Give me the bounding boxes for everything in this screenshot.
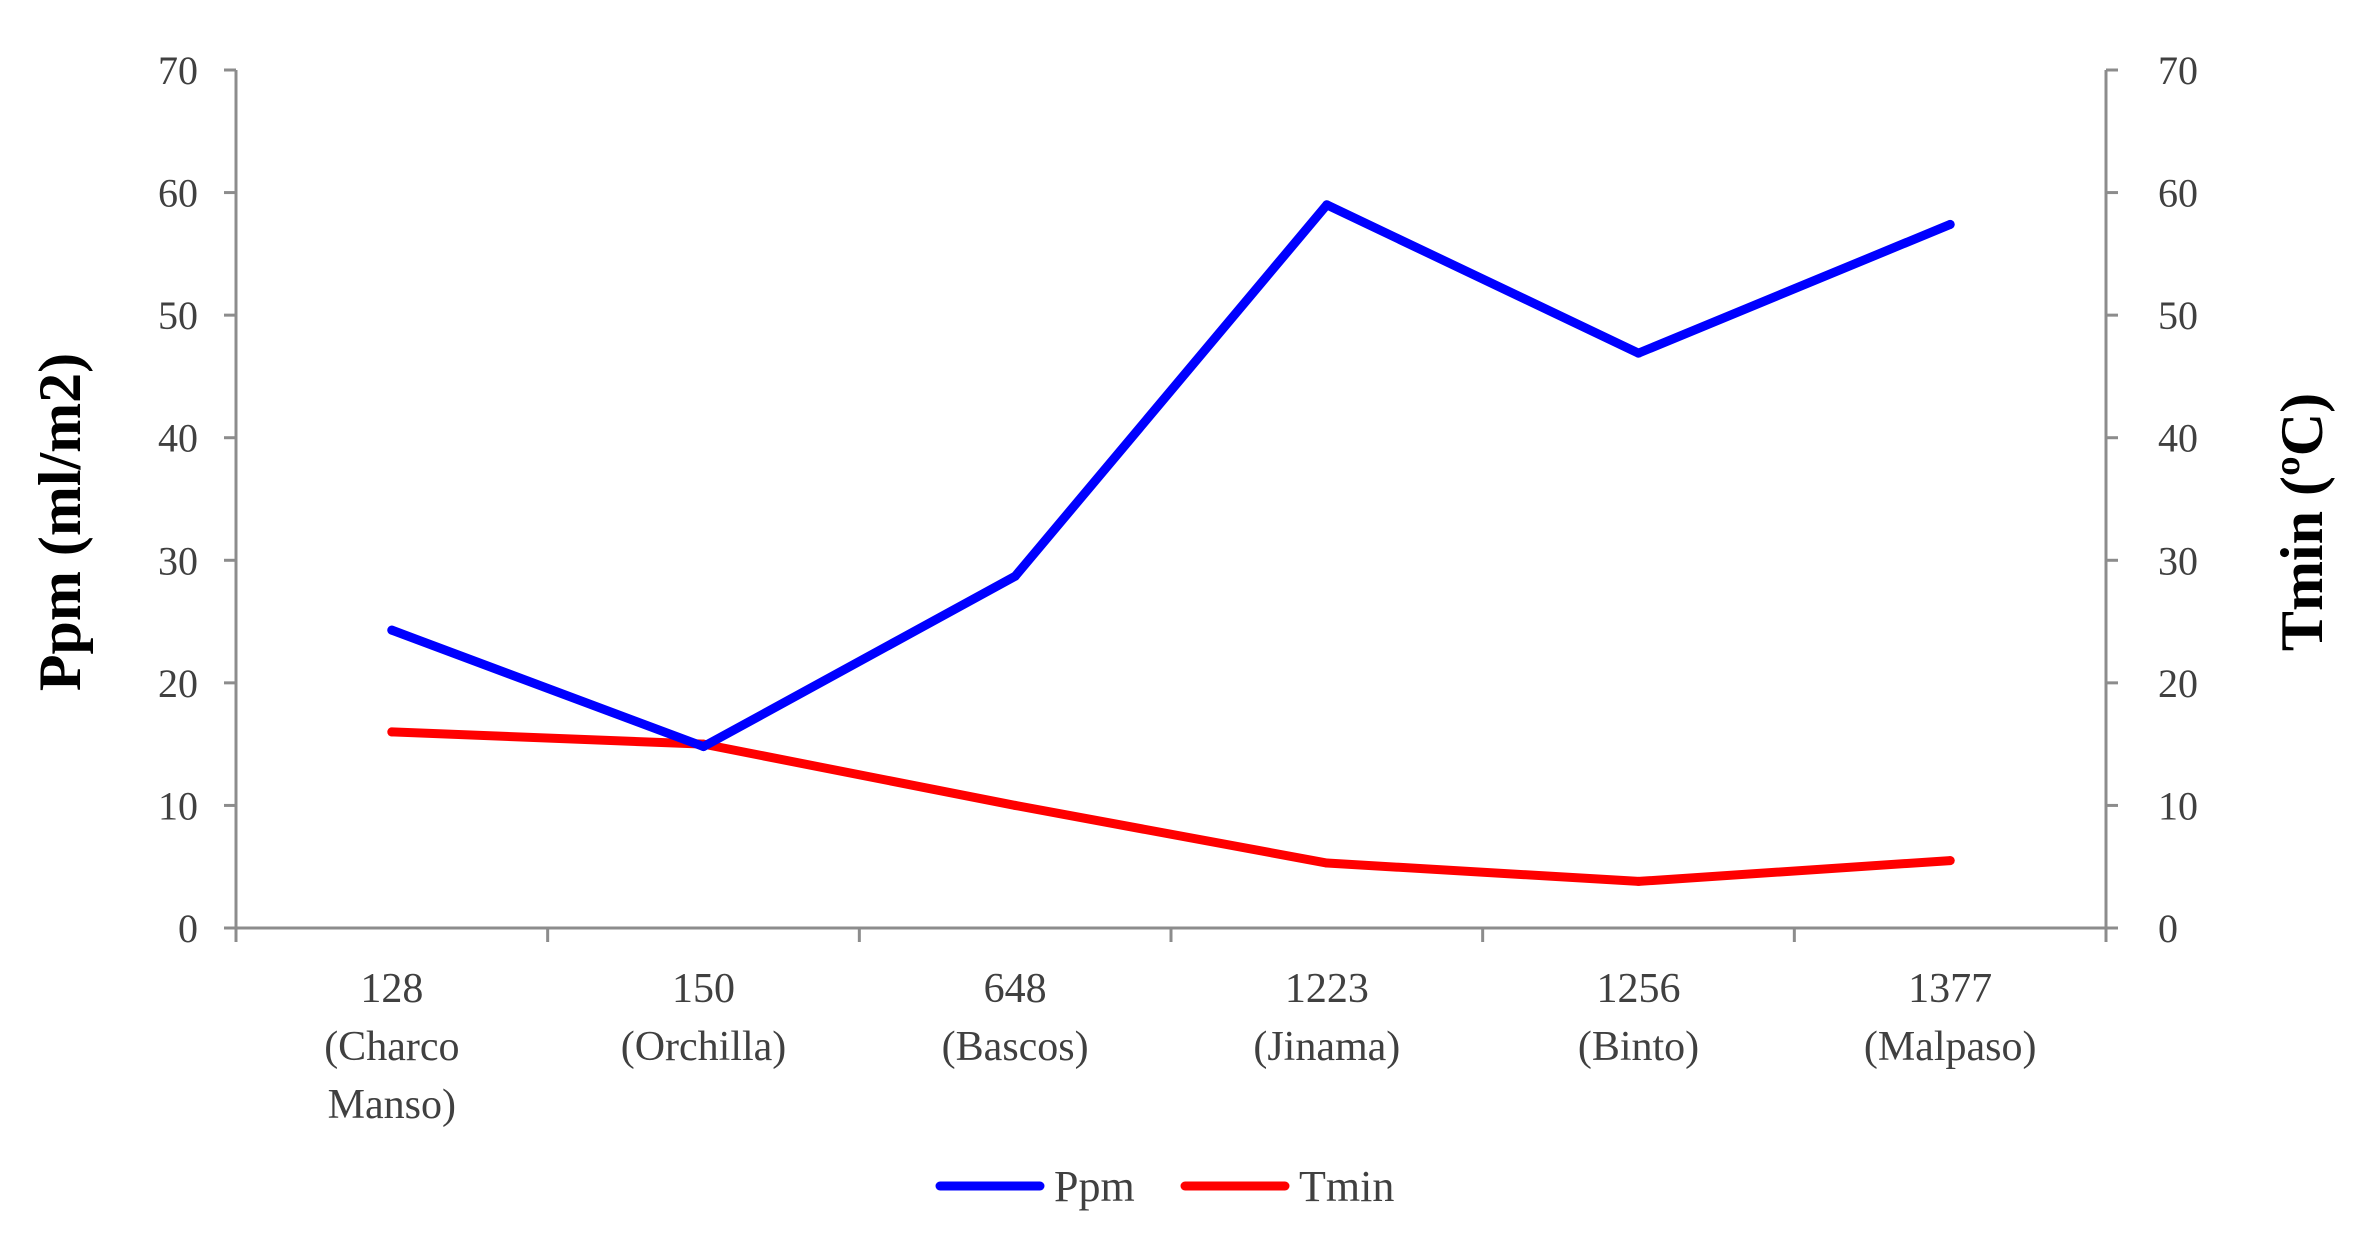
right-tick-label: 50 — [2158, 293, 2198, 338]
left-tick-label: 0 — [178, 906, 198, 951]
data-point-ppm — [699, 742, 708, 752]
series-line-ppm — [387, 200, 1955, 752]
right-tick-label: 70 — [2158, 48, 2198, 93]
legend: Ppm Tmin — [935, 1162, 1394, 1211]
series-lines — [387, 200, 1955, 886]
data-point-tmin — [1322, 858, 1332, 868]
left-tick-label: 60 — [158, 171, 198, 216]
right-tick-label: 10 — [2158, 783, 2198, 828]
right-tick-label: 60 — [2158, 171, 2198, 216]
right-tick-label: 20 — [2158, 661, 2198, 706]
data-point-ppm — [387, 625, 397, 635]
x-category-label: 1256 (Binto) — [1578, 966, 1699, 1070]
data-point-tmin — [1634, 876, 1643, 886]
data-point-tmin — [387, 727, 397, 737]
x-category-label: 648 (Bascos) — [942, 966, 1089, 1070]
x-category-label: 128 (Charco Manso) — [324, 966, 459, 1128]
left-tick-label: 10 — [158, 783, 198, 828]
data-point-ppm — [1945, 219, 1955, 229]
data-point-tmin — [1945, 856, 1955, 866]
x-axis: 128 (Charco Manso) 150 (Orchilla) 648 (Bascos)… — [234, 926, 2108, 1128]
right-axis-title: Tmin (ºC) — [2269, 393, 2335, 651]
left-tick-label: 20 — [158, 661, 198, 706]
left-tick-label: 50 — [158, 293, 198, 338]
left-tick-label: 70 — [158, 48, 198, 93]
data-point-ppm — [1634, 348, 1643, 358]
legend-label-ppm: Ppm — [1054, 1162, 1135, 1211]
series-line-tmin — [387, 727, 1955, 886]
x-category-label: 1377 (Malpaso) — [1864, 966, 2037, 1070]
data-point-ppm — [1322, 200, 1332, 210]
left-tick-label: 30 — [158, 538, 198, 583]
right-tick-label: 30 — [2158, 538, 2198, 583]
data-point-tmin — [1010, 800, 1020, 810]
left-axis-title: Ppm (ml/m2) — [27, 353, 93, 691]
left-y-axis: 0 10 20 30 40 50 60 70 — [158, 48, 238, 951]
left-tick-label: 40 — [158, 416, 198, 461]
right-tick-label: 40 — [2158, 416, 2198, 461]
right-y-axis: 0 10 20 30 40 50 60 70 — [2104, 48, 2198, 951]
right-tick-label: 0 — [2158, 906, 2178, 951]
legend-label-tmin: Tmin — [1299, 1162, 1394, 1211]
data-point-ppm — [1010, 571, 1020, 581]
x-category-label: 1223 (Jinama) — [1253, 966, 1400, 1070]
x-category-label: 150 (Orchilla) — [621, 966, 787, 1070]
